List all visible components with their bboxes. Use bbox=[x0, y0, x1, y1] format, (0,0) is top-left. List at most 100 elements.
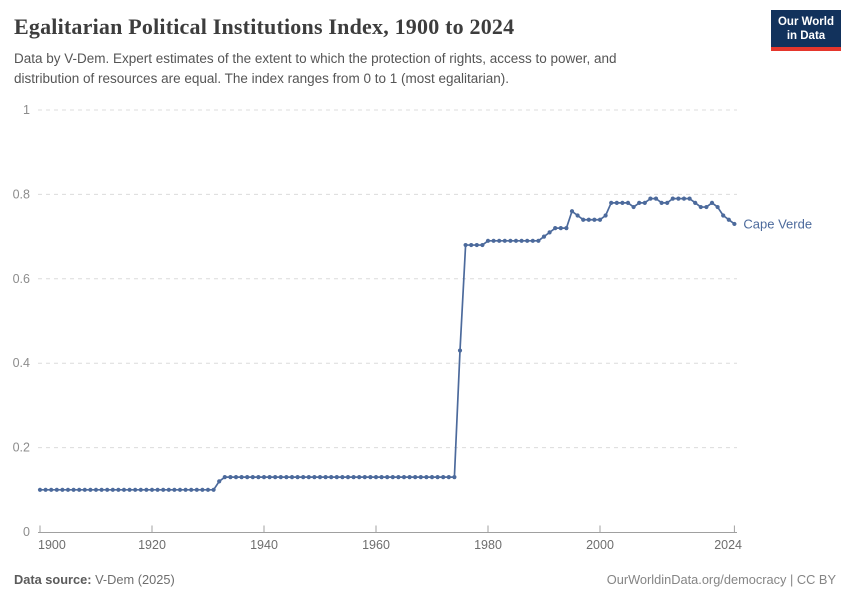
series-point-marker bbox=[485, 238, 491, 243]
series-point-marker bbox=[88, 487, 93, 492]
series-point-marker bbox=[614, 200, 619, 205]
series-point-marker bbox=[721, 213, 726, 218]
series-point-marker bbox=[530, 238, 535, 243]
series-point-marker bbox=[508, 238, 513, 243]
series-point-marker bbox=[183, 487, 188, 492]
series-point-marker bbox=[43, 487, 48, 492]
owid-logo-line1: Our World bbox=[777, 16, 834, 28]
series-point-marker bbox=[609, 200, 614, 205]
series-point-marker bbox=[65, 487, 71, 492]
series-point-marker bbox=[536, 238, 541, 243]
series-point-marker bbox=[233, 475, 239, 480]
series-point-marker bbox=[155, 487, 160, 492]
chart-header: Egalitarian Political Institutions Index… bbox=[14, 14, 754, 89]
series-point-marker bbox=[340, 475, 345, 480]
series-point-marker bbox=[653, 196, 659, 201]
series-point-marker bbox=[497, 238, 502, 243]
series-point-marker bbox=[149, 487, 155, 492]
series-point-marker bbox=[289, 475, 295, 480]
series-point-marker bbox=[99, 487, 104, 492]
series-point-marker bbox=[558, 226, 563, 231]
series-point-marker bbox=[709, 200, 715, 205]
series-point-marker bbox=[105, 487, 110, 492]
series-point-marker bbox=[239, 475, 244, 480]
series-point-marker bbox=[54, 487, 59, 492]
x-axis-tick-label: 1920 bbox=[138, 538, 166, 552]
series-point-marker bbox=[161, 487, 166, 492]
series-point-marker bbox=[177, 487, 183, 492]
series-point-marker bbox=[457, 348, 463, 353]
series-point-marker bbox=[284, 475, 289, 480]
series-point-marker bbox=[379, 475, 384, 480]
series-point-marker bbox=[323, 475, 328, 480]
x-axis-tick-label: 1960 bbox=[362, 538, 390, 552]
series-point-marker bbox=[418, 475, 423, 480]
series-point-marker bbox=[642, 200, 647, 205]
x-axis-tick-label: 2024 bbox=[714, 538, 742, 552]
series-point-marker bbox=[245, 475, 250, 480]
series-point-marker bbox=[172, 487, 177, 492]
series-point-marker bbox=[413, 475, 418, 480]
x-axis-tick-label: 2000 bbox=[586, 538, 614, 552]
series-point-marker bbox=[133, 487, 138, 492]
series-point-marker bbox=[407, 475, 412, 480]
series-point-marker bbox=[480, 242, 485, 248]
series-point-marker bbox=[250, 475, 255, 480]
series-point-marker bbox=[222, 475, 227, 480]
series-point-marker bbox=[200, 487, 205, 492]
series-point-marker bbox=[670, 196, 675, 201]
series-point-marker bbox=[474, 242, 479, 248]
series-point-marker bbox=[228, 475, 233, 480]
series-point-marker bbox=[463, 242, 468, 248]
series-point-marker bbox=[334, 475, 339, 480]
chart-subtitle: Data by V-Dem. Expert estimates of the e… bbox=[14, 49, 754, 89]
series-point-marker bbox=[620, 200, 625, 205]
series-point-marker bbox=[452, 475, 457, 480]
series-point-marker bbox=[676, 196, 681, 201]
series-point-marker bbox=[93, 487, 99, 492]
series-point-marker bbox=[592, 217, 597, 222]
series-point-marker bbox=[693, 200, 698, 205]
series-point-marker bbox=[519, 238, 524, 243]
data-source-label: Data source: bbox=[14, 572, 92, 587]
y-axis-tick-label: 1 bbox=[23, 103, 30, 117]
series-point-marker bbox=[665, 200, 670, 205]
credit-link[interactable]: OurWorldinData.org/democracy | CC BY bbox=[606, 572, 836, 587]
series-point-marker bbox=[49, 487, 54, 492]
series-point-marker bbox=[116, 487, 121, 492]
series-point-marker bbox=[273, 475, 278, 480]
x-axis-tick-label: 1900 bbox=[38, 538, 66, 552]
series-point-marker bbox=[37, 487, 43, 492]
series-point-marker bbox=[373, 475, 379, 480]
entity-label[interactable]: Cape Verde bbox=[743, 216, 812, 231]
series-point-marker bbox=[306, 475, 311, 480]
y-axis-tick-label: 0.2 bbox=[13, 441, 30, 455]
chart-footer: Data source: V-Dem (2025) OurWorldinData… bbox=[14, 572, 836, 587]
series-point-marker bbox=[681, 196, 687, 201]
series-point-marker bbox=[60, 487, 65, 492]
series-point-marker bbox=[166, 487, 171, 492]
series-line-cape-verde[interactable] bbox=[39, 197, 736, 491]
subtitle-line-2: distribution of resources are equal. The… bbox=[14, 71, 510, 86]
series-point-marker bbox=[317, 475, 323, 480]
series-point-marker bbox=[564, 226, 569, 231]
series-point-marker bbox=[267, 475, 272, 480]
series-point-marker bbox=[110, 487, 115, 492]
series-point-marker bbox=[424, 475, 429, 480]
series-point-marker bbox=[732, 221, 737, 227]
page-title: Egalitarian Political Institutions Index… bbox=[14, 14, 515, 39]
series-point-marker bbox=[502, 238, 507, 243]
series-point-marker bbox=[278, 475, 283, 480]
series-point-marker bbox=[659, 200, 664, 205]
series-point-marker bbox=[189, 487, 194, 492]
series-point-marker bbox=[603, 213, 608, 218]
series-point-marker bbox=[441, 475, 446, 480]
series-point-marker bbox=[351, 475, 356, 480]
series-point-marker bbox=[71, 487, 76, 492]
series-point-marker bbox=[217, 479, 222, 484]
series-point-marker bbox=[491, 238, 496, 243]
series-point-marker bbox=[301, 475, 306, 480]
series-point-marker bbox=[553, 226, 558, 231]
series-point-marker bbox=[256, 475, 261, 480]
